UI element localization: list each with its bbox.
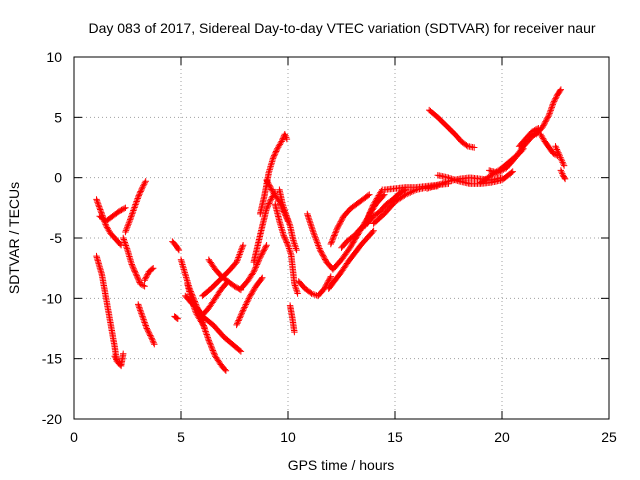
- data-series-3: [93, 252, 120, 365]
- series-markers: [233, 274, 266, 329]
- data-series-2: [96, 204, 129, 225]
- series-markers: [325, 227, 377, 292]
- series-markers: [171, 313, 181, 322]
- data-series-8: [141, 265, 157, 284]
- x-tick-label: 10: [280, 429, 296, 445]
- series-markers: [276, 186, 300, 254]
- series-markers: [169, 238, 183, 254]
- y-tick-label: -5: [50, 230, 63, 246]
- series-markers: [426, 106, 478, 151]
- data-series-16: [205, 256, 245, 294]
- chart-title: Day 083 of 2017, Sidereal Day-to-day VTE…: [88, 20, 595, 36]
- series-markers: [250, 188, 279, 266]
- series-markers: [327, 191, 373, 248]
- y-tick-label: -15: [42, 351, 62, 367]
- data-series-40: [537, 131, 561, 160]
- data-series-39: [533, 86, 564, 138]
- series-markers: [557, 167, 569, 183]
- series-markers: [93, 252, 120, 365]
- x-tick-label: 5: [177, 429, 185, 445]
- y-tick-label: 10: [46, 49, 62, 65]
- y-tick-label: 0: [54, 170, 62, 186]
- data-series-4: [111, 350, 127, 370]
- data-series-18: [237, 242, 270, 292]
- series-markers: [120, 234, 148, 290]
- grid-lines: [74, 57, 609, 419]
- series-markers: [141, 265, 157, 284]
- series-markers: [135, 301, 158, 348]
- series-markers: [182, 278, 232, 319]
- tick-labels: 0 5 10 15 20 25 -20 -15 -10 -5 0 5 10: [42, 49, 617, 445]
- x-tick-label: 20: [494, 429, 510, 445]
- y-tick-label: 5: [54, 109, 62, 125]
- data-series-29: [338, 186, 409, 251]
- data-series-19: [250, 188, 279, 266]
- data-series-37: [486, 128, 542, 176]
- data-series-22: [272, 201, 301, 297]
- data-series-7: [135, 301, 158, 348]
- data-series-17: [233, 274, 266, 329]
- data-series-27: [325, 227, 377, 292]
- series-markers: [533, 86, 564, 138]
- data-series-28: [327, 191, 373, 248]
- series-markers: [537, 131, 561, 160]
- data-series-42: [557, 167, 569, 183]
- data-series-9: [169, 238, 183, 254]
- series-markers: [122, 178, 149, 236]
- x-axis-label: GPS time / hours: [288, 457, 395, 473]
- data-series-5: [122, 178, 149, 236]
- series-markers: [111, 350, 127, 370]
- data-series-35: [426, 106, 478, 151]
- x-tick-label: 25: [601, 429, 617, 445]
- y-tick-label: -10: [42, 290, 62, 306]
- series-markers: [205, 256, 245, 294]
- series-markers: [515, 125, 542, 150]
- y-tick-label: -20: [42, 411, 62, 427]
- x-tick-label: 15: [387, 429, 403, 445]
- series-markers: [295, 273, 334, 300]
- series-markers: [96, 204, 129, 225]
- series-markers: [486, 128, 542, 176]
- data-series-23: [276, 186, 300, 254]
- data-series-14: [182, 278, 232, 319]
- series-markers: [361, 186, 386, 230]
- series-markers: [237, 242, 270, 292]
- data-series-24: [286, 302, 298, 336]
- series-markers: [338, 186, 409, 251]
- axis-ticks: [73, 56, 610, 420]
- data-series-10: [171, 313, 181, 322]
- data-series-30: [361, 186, 386, 230]
- data-series-25: [295, 273, 334, 300]
- series-markers: [552, 143, 568, 169]
- data-series-38: [515, 125, 542, 150]
- series-markers: [272, 201, 301, 297]
- data-series-6: [120, 234, 148, 290]
- series-markers: [286, 302, 298, 336]
- data-points: [93, 86, 569, 374]
- data-series-41: [552, 143, 568, 169]
- x-tick-label: 0: [70, 429, 78, 445]
- y-axis-label: SDTVAR / TECUs: [6, 182, 22, 294]
